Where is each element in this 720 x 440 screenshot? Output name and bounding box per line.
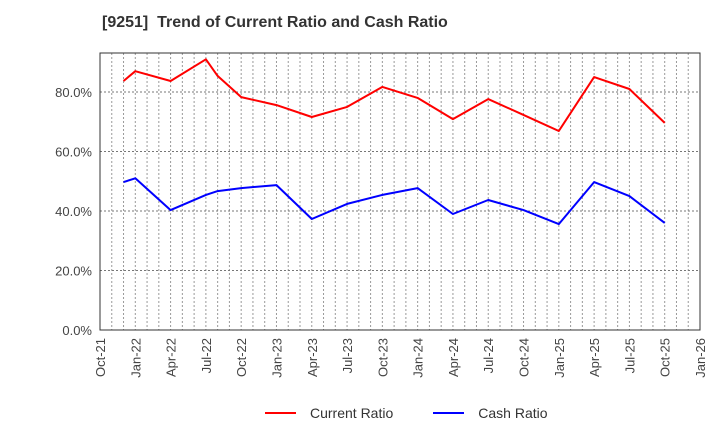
x-tick-label: Apr-24 (446, 338, 461, 377)
x-tick-label: Jan-23 (269, 338, 284, 378)
x-tick-label: Oct-22 (234, 338, 249, 377)
x-tick-label: Jul-24 (481, 338, 496, 373)
legend-label-cash-ratio: Cash Ratio (478, 405, 548, 421)
chart-title: [9251] Trend of Current Ratio and Cash R… (102, 14, 448, 31)
x-tick-label: Jul-22 (199, 338, 214, 373)
data-series (122, 58, 666, 226)
y-tick-label: 20.0% (55, 264, 92, 279)
x-tick-label: Apr-22 (164, 338, 179, 377)
x-axis-ticks: Oct-21 Jan-22 Apr-22 Jul-22 Oct-22 Jan-23 Apr-… (93, 338, 708, 378)
x-tick-label: Jul-25 (622, 338, 637, 373)
x-tick-label: Oct-25 (658, 338, 673, 377)
legend-label-current-ratio: Current Ratio (310, 405, 394, 421)
x-tick-label: Oct-23 (375, 338, 390, 377)
y-tick-label: 0.0% (62, 323, 92, 338)
x-tick-label: Jan-26 (693, 338, 708, 378)
legend-item-current-ratio: Current Ratio (265, 405, 393, 421)
cash-ratio-swatch-icon (433, 412, 465, 414)
x-tick-label: Apr-23 (305, 338, 320, 377)
plot-area-border (99, 52, 701, 331)
x-tick-label: Oct-21 (93, 338, 108, 377)
legend: Current Ratio Cash Ratio (265, 405, 588, 421)
y-tick-label: 60.0% (55, 145, 92, 160)
current-ratio-swatch-icon (265, 412, 296, 414)
legend-item-cash-ratio: Cash Ratio (433, 405, 548, 421)
y-tick-label: 40.0% (55, 204, 92, 219)
y-axis-ticks: 0.0% 20.0% 40.0% 60.0% 80.0% (55, 85, 92, 338)
x-tick-label: Jan-22 (128, 338, 143, 378)
cash-ratio-line (123, 177, 666, 226)
x-tick-label: Oct-24 (517, 338, 532, 377)
x-tick-label: Apr-25 (587, 338, 602, 377)
y-tick-label: 80.0% (55, 85, 92, 100)
x-tick-label: Jul-23 (340, 338, 355, 373)
current-ratio-line (122, 58, 666, 132)
x-tick-label: Jan-25 (552, 338, 567, 378)
x-tick-label: Jan-24 (411, 338, 426, 378)
